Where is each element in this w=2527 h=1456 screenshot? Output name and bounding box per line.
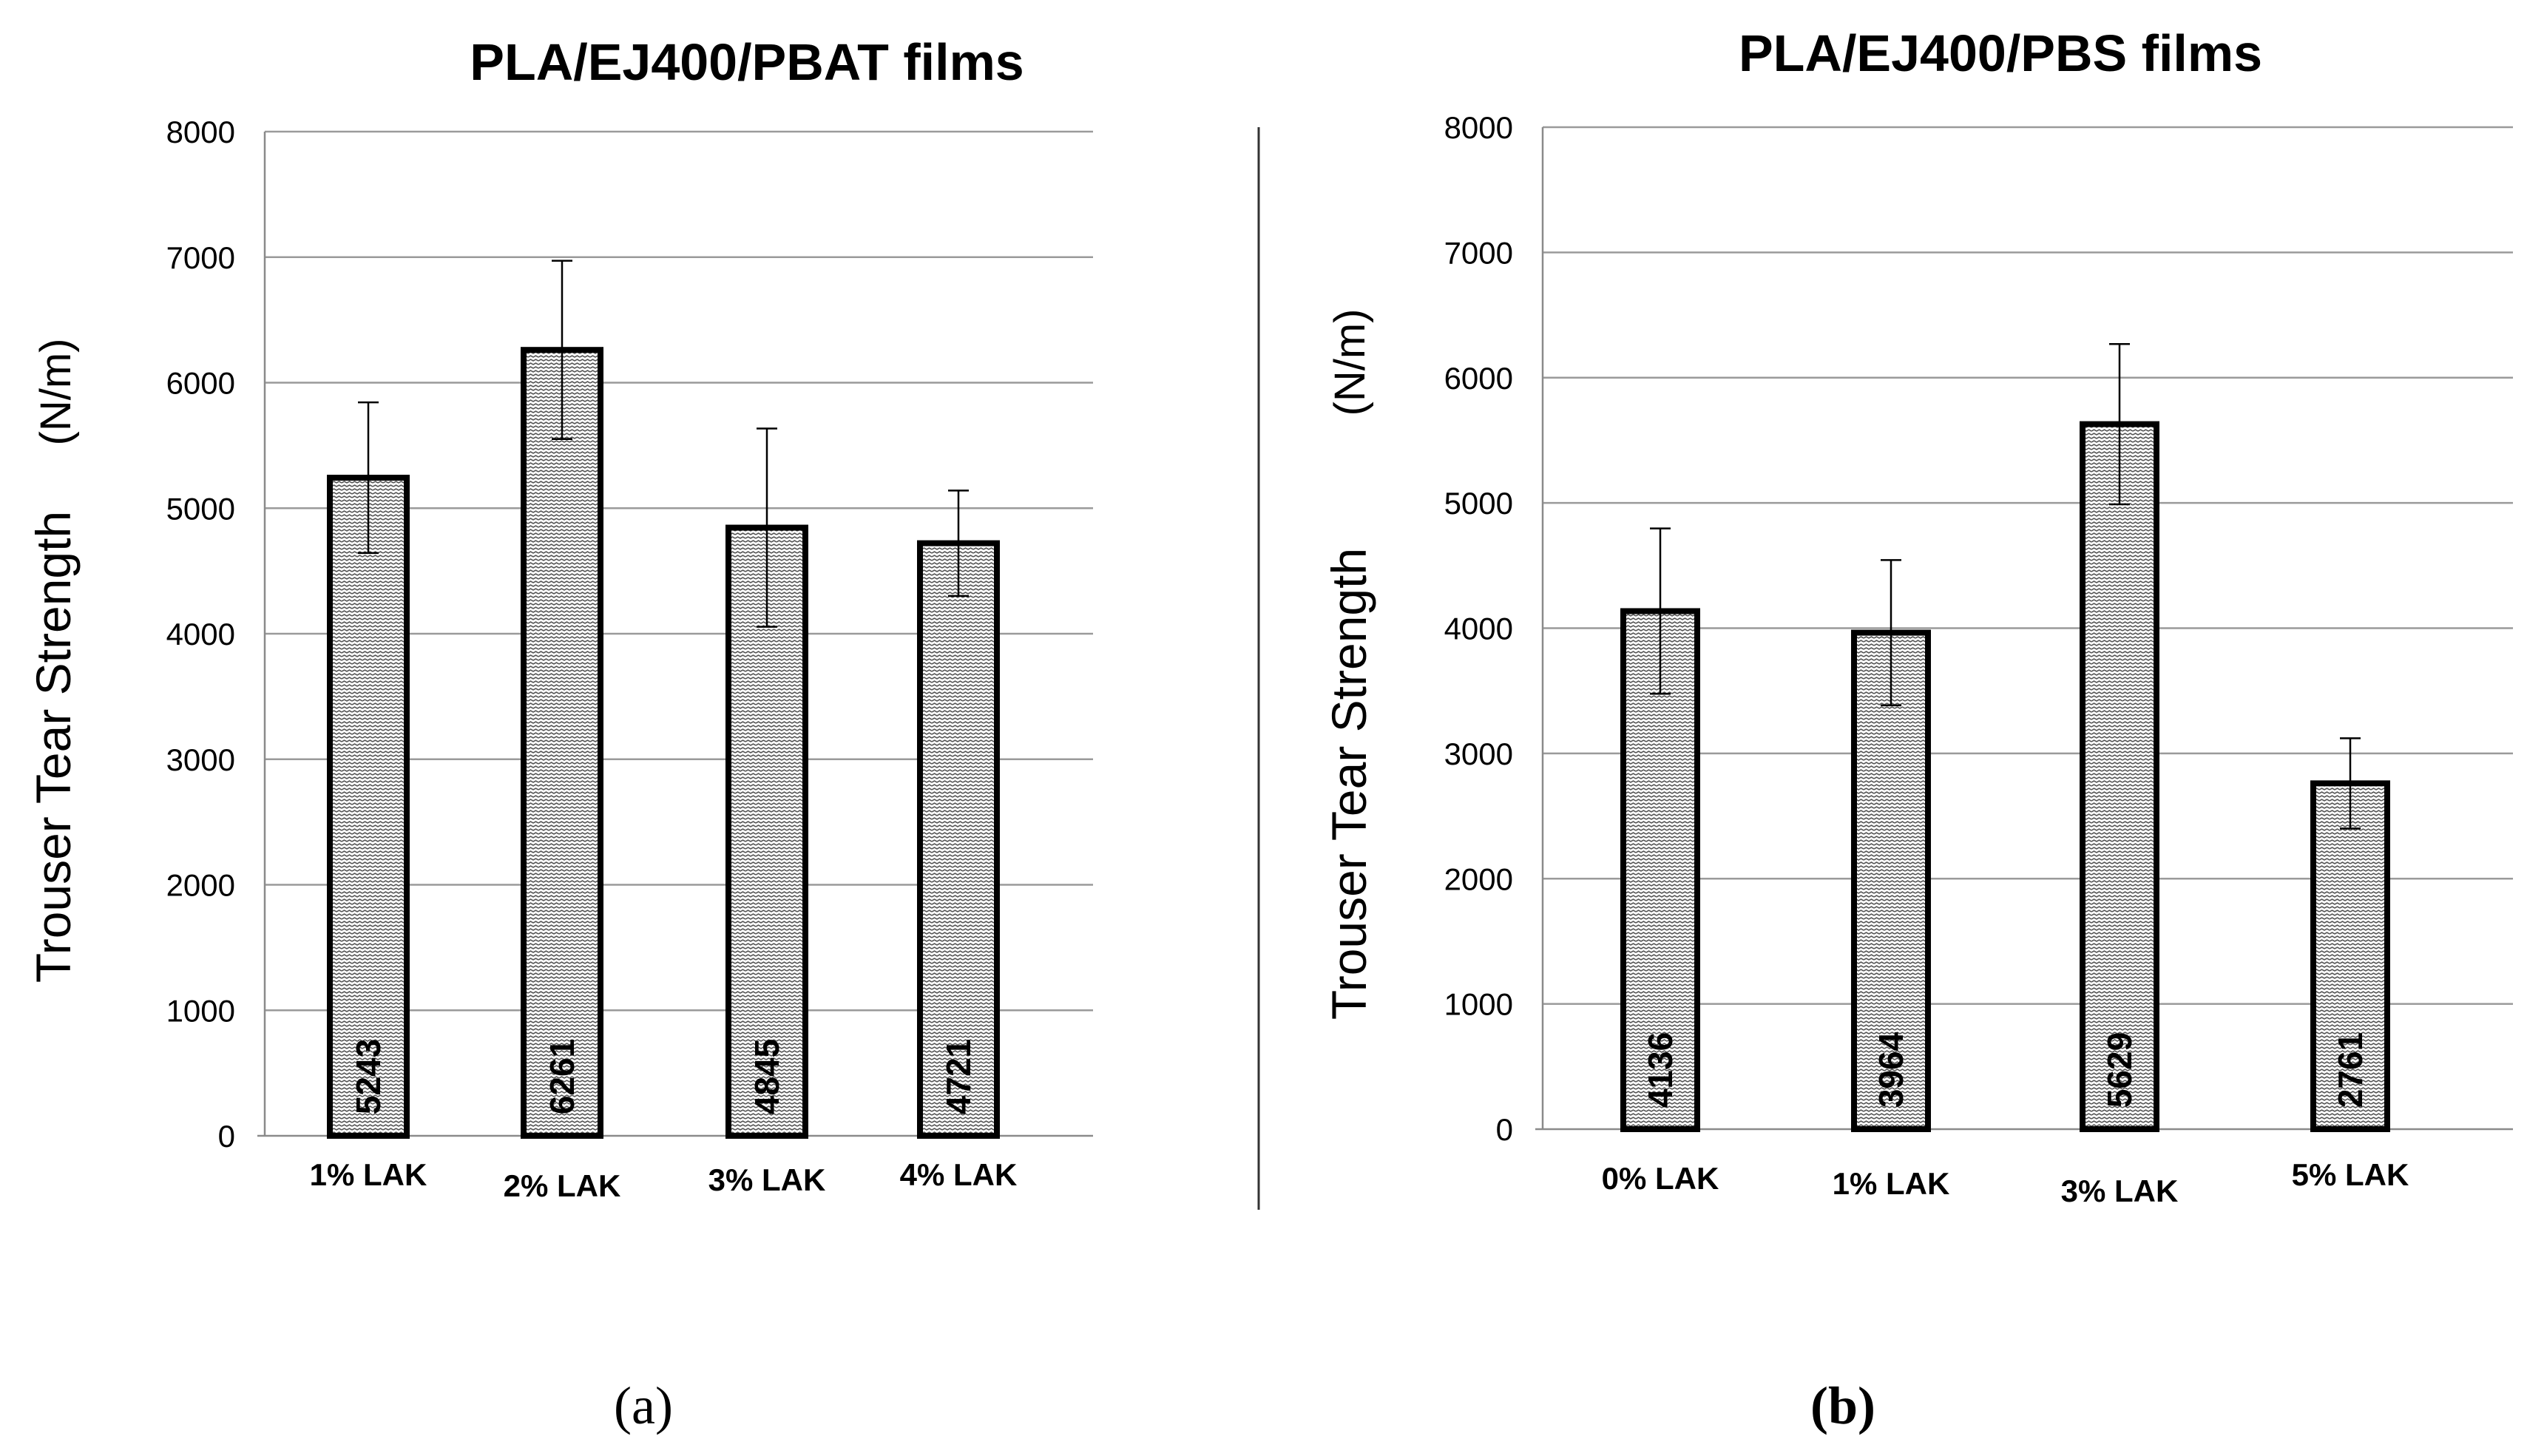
chart-b-y-tick-label: 6000: [1444, 361, 1513, 396]
chart-b-title: PLA/EJ400/PBS films: [1739, 24, 2262, 82]
chart-b-y-tick-label: 4000: [1444, 612, 1513, 646]
chart-a-y-tick-label: 4000: [166, 617, 235, 651]
chart-a-plot-area: 0 1000 2000 3000 4000 5000 6000 7000 8000 5243 1% …: [166, 115, 1093, 1203]
chart-a-category-label: 2% LAK: [504, 1168, 621, 1203]
chart-b-panel-label: (b): [1810, 1376, 1875, 1435]
chart-panel-b: PLA/EJ400/PBS films Trouser Tear Strengt…: [1322, 24, 2513, 1435]
chart-b-bar: [1851, 629, 1931, 1132]
chart-a-category-label: 1% LAK: [310, 1157, 427, 1192]
chart-a-y-tick-label: 0: [218, 1119, 235, 1154]
chart-b-y-tick-label: 1000: [1444, 987, 1513, 1022]
chart-b-category-label: 0% LAK: [1602, 1161, 1719, 1196]
chart-a-y-tick-label: 8000: [166, 115, 235, 149]
chart-b-value-label: 5629: [2100, 1032, 2139, 1108]
chart-a-panel-label: (a): [614, 1376, 673, 1435]
chart-a-y-tick-label: 6000: [166, 366, 235, 401]
chart-b-value-label: 4136: [1641, 1032, 1679, 1108]
chart-b-y-tick-label: 7000: [1444, 235, 1513, 270]
chart-a-category-label: 3% LAK: [708, 1162, 826, 1197]
chart-a-bar: [725, 524, 808, 1139]
chart-a-y-tick-label: 1000: [166, 993, 235, 1028]
chart-panel-a: PLA/EJ400/PBAT films Trouser Tear Streng…: [26, 33, 1093, 1435]
chart-a-y-axis-unit: (N/m): [32, 339, 80, 446]
chart-b-y-tick-label: 8000: [1444, 110, 1513, 145]
chart-b-y-axis-label: Trouser Tear Strength: [1322, 548, 1376, 1020]
chart-b-bar: [2080, 421, 2159, 1132]
chart-a-value-label: 6261: [543, 1039, 581, 1114]
chart-a-category-label: 4% LAK: [900, 1157, 1018, 1192]
chart-b-y-tick-label: 2000: [1444, 861, 1513, 896]
chart-b-category-label: 5% LAK: [2292, 1157, 2409, 1192]
chart-b-value-label: 2761: [2331, 1032, 2369, 1108]
chart-b-y-axis-unit: (N/m): [1326, 309, 1374, 416]
chart-a-title: PLA/EJ400/PBAT films: [470, 33, 1024, 91]
chart-a-bar: [917, 540, 1000, 1139]
chart-a-y-axis-label: Trouser Tear Strength: [26, 511, 81, 983]
chart-b-bar: [1620, 608, 1700, 1132]
chart-b-y-tick-label: 5000: [1444, 486, 1513, 521]
chart-a-value-label: 4845: [748, 1039, 786, 1114]
chart-a-value-label: 5243: [349, 1039, 388, 1114]
chart-b-value-label: 3964: [1872, 1032, 1910, 1108]
chart-b-y-tick-label: 0: [1496, 1112, 1513, 1147]
chart-b-plot-area: 0 1000 2000 3000 4000 5000 6000 7000 8000 4136 0% …: [1444, 110, 2513, 1208]
chart-a-value-label: 4721: [939, 1039, 978, 1114]
chart-a-y-tick-label: 5000: [166, 491, 235, 526]
chart-a-y-tick-label: 7000: [166, 240, 235, 275]
chart-b-category-label: 3% LAK: [2061, 1174, 2179, 1208]
chart-b-y-tick-label: 3000: [1444, 737, 1513, 771]
chart-a-y-tick-label: 3000: [166, 742, 235, 777]
chart-b-category-label: 1% LAK: [1833, 1166, 1950, 1201]
chart-a-y-tick-label: 2000: [166, 868, 235, 903]
chart-a-bar: [327, 475, 410, 1139]
chart-a-bar: [521, 347, 603, 1140]
